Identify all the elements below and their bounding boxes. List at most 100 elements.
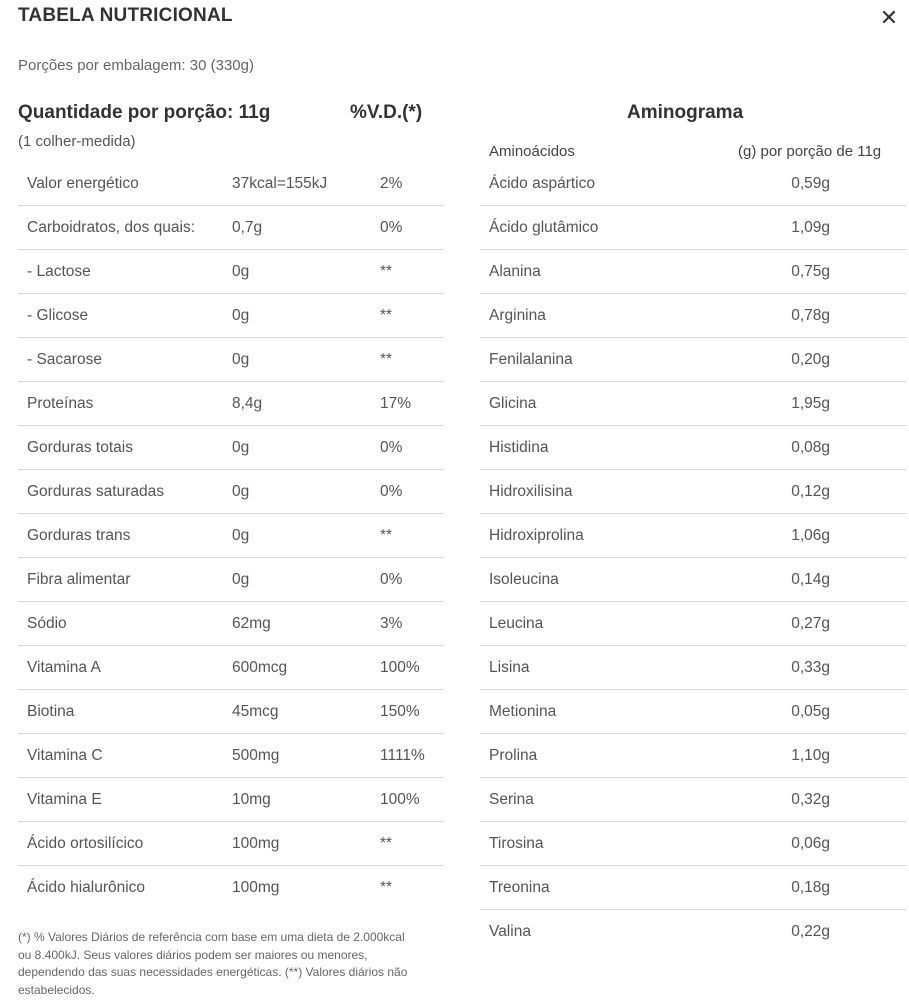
- amino-acid-name: Ácido aspártico: [489, 175, 595, 192]
- aminogram-row: Histidina 0,08g: [480, 426, 906, 470]
- aminogram-column-name: Aminoácidos: [489, 143, 575, 160]
- aminogram-row: Isoleucina 0,14g: [480, 558, 906, 602]
- nutrient-name: Gorduras trans: [27, 527, 131, 544]
- nutrient-amount: 500mg: [232, 747, 280, 764]
- aminogram-row: Leucina 0,27g: [480, 602, 906, 646]
- nutrition-row: Ácido ortosilícico 100mg **: [18, 822, 444, 866]
- amino-acid-name: Arginina: [489, 307, 546, 324]
- aminogram-row: Serina 0,32g: [480, 778, 906, 822]
- amino-acid-value: 1,10g: [791, 747, 830, 764]
- nutrient-name: - Sacarose: [27, 351, 102, 368]
- nutrition-row: Carboidratos, dos quais: 0,7g 0%: [18, 206, 444, 250]
- nutrient-amount: 100mg: [232, 879, 280, 896]
- nutrient-amount: 0g: [232, 307, 250, 324]
- nutrient-daily-value: 0%: [380, 439, 403, 456]
- nutrient-amount: 37kcal=155kJ: [232, 175, 328, 192]
- amino-acid-name: Alanina: [489, 263, 541, 280]
- nutrient-daily-value: 100%: [380, 791, 420, 808]
- nutrient-name: Ácido ortosilícico: [27, 835, 144, 852]
- nutrient-name: Vitamina A: [27, 659, 101, 676]
- nutrient-amount: 0g: [232, 527, 250, 544]
- amino-acid-value: 0,12g: [791, 483, 830, 500]
- nutrition-row: Vitamina E 10mg 100%: [18, 778, 444, 822]
- nutrient-name: Fibra alimentar: [27, 571, 131, 588]
- amino-acid-name: Isoleucina: [489, 571, 559, 588]
- amino-acid-name: Histidina: [489, 439, 549, 456]
- nutrient-name: - Lactose: [27, 263, 91, 280]
- aminogram-row: Glicina 1,95g: [480, 382, 906, 426]
- amino-acid-name: Serina: [489, 791, 534, 808]
- nutrient-daily-value: **: [380, 307, 393, 324]
- amino-acid-name: Ácido glutâmico: [489, 219, 599, 236]
- amino-acid-value: 0,14g: [791, 571, 830, 588]
- amino-acid-name: Lisina: [489, 659, 530, 676]
- nutrient-amount: 0,7g: [232, 219, 263, 236]
- aminogram-row: Ácido aspártico 0,59g: [480, 162, 906, 206]
- nutrient-daily-value: **: [380, 263, 393, 280]
- amino-acid-value: 0,18g: [791, 879, 830, 896]
- nutrient-name: Vitamina C: [27, 747, 103, 764]
- nutrient-daily-value: **: [380, 527, 393, 544]
- nutrition-row: Valor energético 37kcal=155kJ 2%: [18, 162, 444, 206]
- nutrient-amount: 0g: [232, 483, 250, 500]
- nutrient-daily-value: 1111%: [380, 747, 425, 764]
- aminogram-table: Ácido aspártico 0,59g Ácido glutâmico 1,09g…: [480, 162, 906, 954]
- amino-acid-value: 0,08g: [791, 439, 830, 456]
- amino-acid-value: 0,20g: [791, 351, 830, 368]
- aminogram-row: Lisina 0,33g: [480, 646, 906, 690]
- nutrient-daily-value: 0%: [380, 571, 403, 588]
- amino-acid-name: Hidroxilisina: [489, 483, 573, 500]
- amino-acid-value: 0,33g: [791, 659, 830, 676]
- amino-acid-value: 0,59g: [791, 175, 830, 192]
- nutrient-name: Vitamina E: [27, 791, 102, 808]
- nutrient-name: Sódio: [27, 615, 67, 632]
- amino-acid-name: Metionina: [489, 703, 557, 720]
- aminogram-heading: Aminograma: [627, 102, 744, 123]
- nutrient-amount: 0g: [232, 263, 250, 280]
- footnote: (*) % Valores Diários de referência com …: [18, 930, 408, 997]
- nutrient-daily-value: **: [380, 351, 393, 368]
- nutrient-name: Ácido hialurônico: [27, 879, 146, 896]
- aminogram-row: Hidroxilisina 0,12g: [480, 470, 906, 514]
- nutrient-amount: 100mg: [232, 835, 280, 852]
- nutrient-name: Gorduras saturadas: [27, 483, 164, 500]
- aminogram-row: Prolina 1,10g: [480, 734, 906, 778]
- amino-acid-value: 1,06g: [791, 527, 830, 544]
- amino-acid-name: Tirosina: [489, 835, 544, 852]
- nutrition-row: Sódio 62mg 3%: [18, 602, 444, 646]
- amino-acid-value: 1,95g: [791, 395, 830, 412]
- nutrition-row: Gorduras totais 0g 0%: [18, 426, 444, 470]
- serving-measure: (1 colher-medida): [18, 133, 136, 150]
- nutrition-row: Vitamina C 500mg 1111%: [18, 734, 444, 778]
- nutrient-daily-value: 100%: [380, 659, 420, 676]
- amino-acid-value: 0,78g: [791, 307, 830, 324]
- nutrient-name: - Glicose: [27, 307, 89, 324]
- amino-acid-value: 0,27g: [791, 615, 830, 632]
- nutrient-amount: 62mg: [232, 615, 271, 632]
- amino-acid-value: 0,05g: [791, 703, 830, 720]
- aminogram-row: Fenilalanina 0,20g: [480, 338, 906, 382]
- aminogram-row: Hidroxiprolina 1,06g: [480, 514, 906, 558]
- close-icon[interactable]: ✕: [879, 5, 899, 30]
- amino-acid-value: 0,22g: [791, 923, 830, 940]
- nutrient-name: Gorduras totais: [27, 439, 133, 456]
- nutrient-daily-value: **: [380, 879, 393, 896]
- nutrient-daily-value: 17%: [380, 395, 412, 412]
- nutrient-daily-value: 2%: [380, 175, 403, 192]
- nutrition-table: Valor energético 37kcal=155kJ 2% Carboidrat…: [18, 162, 444, 910]
- nutrition-row: Biotina 45mcg 150%: [18, 690, 444, 734]
- nutrient-amount: 8,4g: [232, 395, 263, 412]
- nutrient-daily-value: 3%: [380, 615, 403, 632]
- nutrient-amount: 0g: [232, 351, 250, 368]
- nutrient-name: Biotina: [27, 703, 75, 720]
- nutrition-row: - Sacarose 0g **: [18, 338, 444, 382]
- nutrient-amount: 0g: [232, 571, 250, 588]
- nutrition-row: Ácido hialurônico 100mg **: [18, 866, 444, 910]
- nutrient-amount: 600mcg: [232, 659, 288, 676]
- aminogram-row: Treonina 0,18g: [480, 866, 906, 910]
- amino-acid-value: 1,09g: [791, 219, 830, 236]
- aminogram-row: Ácido glutâmico 1,09g: [480, 206, 906, 250]
- nutrient-name: Proteínas: [27, 395, 94, 412]
- amino-acid-value: 0,75g: [791, 263, 830, 280]
- aminogram-row: Metionina 0,05g: [480, 690, 906, 734]
